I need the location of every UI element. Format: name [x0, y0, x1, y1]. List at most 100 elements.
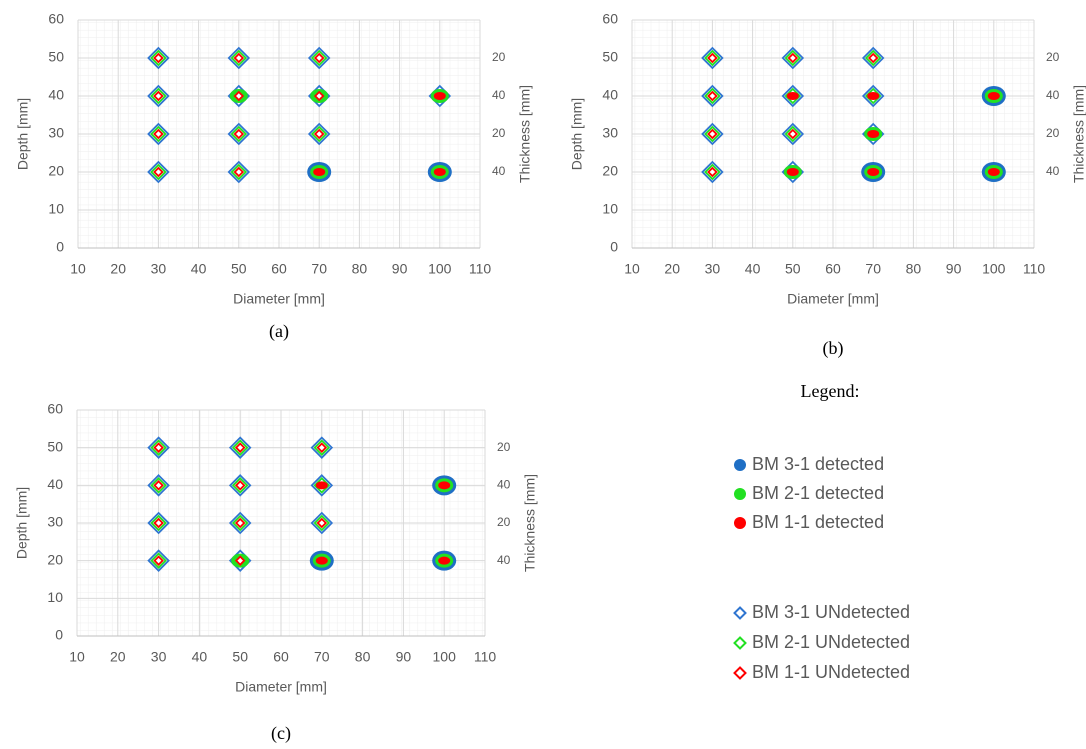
undetected-marker	[707, 52, 718, 64]
undetected-marker	[316, 517, 328, 529]
undetected-marker	[234, 517, 246, 529]
y2-axis-label: Thickness [mm]	[1071, 85, 1086, 183]
undetected-marker	[707, 90, 718, 102]
x-tick-label: 60	[825, 261, 841, 277]
undetected-marker	[234, 555, 246, 566]
y-tick-label: 30	[47, 514, 63, 530]
y-tick-label: 0	[56, 239, 64, 255]
y-tick-label: 50	[48, 49, 64, 65]
legend-marker	[733, 606, 747, 620]
undetected-marker	[153, 166, 164, 178]
undetected-marker	[233, 166, 245, 178]
x-tick-label: 70	[865, 261, 881, 277]
caption: (c)	[271, 723, 291, 744]
x-tick-label: 40	[745, 261, 761, 277]
detected-marker	[867, 130, 880, 138]
undetected-marker	[313, 128, 325, 140]
y-tick-label: 10	[47, 589, 63, 605]
y2-tick-label: 40	[497, 478, 511, 492]
undetected-marker	[153, 555, 164, 566]
y2-tick-label: 20	[492, 50, 506, 64]
legend-label: BM 1-1 detected	[752, 512, 884, 532]
undetected-marker	[787, 128, 799, 140]
x-tick-label: 100	[982, 261, 1006, 277]
undetected-marker	[153, 52, 164, 64]
x-tick-label: 80	[352, 261, 368, 277]
legend-label: BM 1-1 UNdetected	[752, 662, 910, 682]
y-tick-label: 50	[47, 438, 63, 454]
y2-tick-label: 40	[492, 164, 506, 178]
x-tick-label: 100	[428, 261, 452, 277]
legend-label: BM 3-1 detected	[752, 454, 884, 474]
y2-axis-label: Thickness [mm]	[522, 474, 538, 572]
undetected-marker	[233, 128, 245, 140]
undetected-marker	[233, 90, 245, 102]
legend-marker	[734, 459, 746, 471]
x-tick-label: 30	[151, 261, 167, 277]
detected-marker	[433, 92, 446, 100]
x-tick-label: 20	[664, 261, 680, 277]
detected-marker	[313, 168, 326, 176]
y-tick-label: 50	[602, 49, 618, 65]
legend-title: Legend:	[801, 381, 860, 401]
x-tick-label: 50	[232, 649, 248, 665]
x-tick-label: 70	[311, 261, 327, 277]
x-tick-label: 30	[705, 261, 721, 277]
undetected-marker	[867, 52, 879, 64]
y-axis-label: Depth [mm]	[15, 98, 31, 170]
undetected-marker	[707, 128, 718, 140]
x-tick-label: 80	[906, 261, 922, 277]
undetected-marker	[787, 52, 799, 64]
x-tick-label: 30	[151, 649, 167, 665]
detected-marker	[786, 92, 799, 100]
legend-marker	[734, 517, 746, 529]
y2-tick-label: 20	[497, 440, 511, 454]
undetected-marker	[313, 90, 325, 102]
x-tick-label: 110	[469, 261, 492, 277]
y2-tick-label: 40	[492, 88, 506, 102]
legend-label: BM 2-1 UNdetected	[752, 632, 910, 652]
detected-marker	[315, 481, 328, 490]
legend-marker	[733, 636, 747, 650]
y-tick-label: 0	[55, 627, 63, 643]
y-tick-label: 30	[48, 125, 64, 141]
y2-tick-label: 40	[1046, 88, 1060, 102]
y2-tick-label: 40	[1046, 164, 1060, 178]
y-axis-label: Depth [mm]	[569, 98, 585, 170]
y-tick-label: 20	[602, 163, 618, 179]
x-axis-label: Diameter [mm]	[233, 291, 325, 307]
y2-tick-label: 20	[1046, 50, 1060, 64]
x-tick-label: 90	[392, 261, 408, 277]
x-tick-label: 90	[946, 261, 962, 277]
y-tick-label: 60	[47, 401, 63, 417]
y2-tick-label: 40	[497, 553, 511, 567]
y-axis-label: Depth [mm]	[14, 487, 30, 559]
x-tick-label: 60	[273, 649, 289, 665]
y-tick-label: 0	[610, 239, 618, 255]
legend-marker	[733, 666, 747, 680]
y-tick-label: 30	[602, 125, 618, 141]
y2-tick-label: 20	[492, 126, 506, 140]
undetected-marker	[234, 442, 246, 453]
y2-tick-label: 20	[497, 515, 511, 529]
x-tick-label: 10	[624, 261, 640, 277]
detected-marker	[786, 168, 799, 176]
detected-marker	[987, 168, 1000, 176]
detected-marker	[438, 481, 451, 490]
y-tick-label: 10	[602, 201, 618, 217]
undetected-marker	[153, 128, 164, 140]
y-tick-label: 60	[602, 11, 618, 27]
undetected-marker	[316, 442, 328, 453]
y2-axis-label: Thickness [mm]	[517, 85, 533, 183]
y-tick-label: 20	[47, 551, 63, 567]
caption: (a)	[269, 321, 289, 342]
detected-marker	[867, 168, 880, 176]
x-tick-label: 50	[785, 261, 801, 277]
x-tick-label: 80	[355, 649, 371, 665]
y2-tick-label: 20	[1046, 126, 1060, 140]
x-axis-label: Diameter [mm]	[235, 679, 327, 695]
undetected-marker	[313, 52, 325, 64]
detected-marker	[438, 556, 451, 565]
undetected-marker	[153, 442, 164, 453]
detected-marker	[987, 92, 1000, 100]
